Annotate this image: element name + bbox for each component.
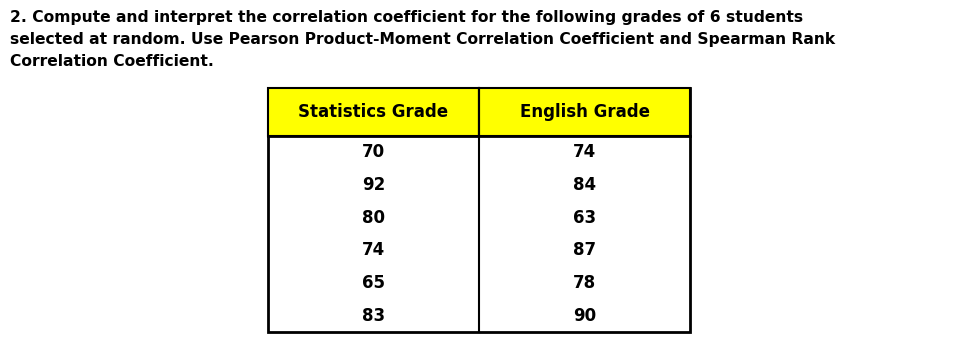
Bar — [268, 88, 690, 332]
Text: 74: 74 — [573, 143, 596, 161]
Text: 2. Compute and interpret the correlation coefficient for the following grades of: 2. Compute and interpret the correlation… — [10, 10, 804, 25]
Text: Statistics Grade: Statistics Grade — [299, 103, 448, 121]
Text: 63: 63 — [573, 209, 596, 227]
Text: selected at random. Use Pearson Product-Moment Correlation Coefficient and Spear: selected at random. Use Pearson Product-… — [10, 32, 835, 47]
Text: 90: 90 — [573, 307, 596, 325]
Text: 70: 70 — [362, 143, 385, 161]
Text: 74: 74 — [362, 241, 385, 259]
Text: 80: 80 — [362, 209, 385, 227]
Text: 87: 87 — [573, 241, 596, 259]
Text: Correlation Coefficient.: Correlation Coefficient. — [10, 54, 214, 69]
Text: 92: 92 — [362, 176, 385, 194]
Bar — [479, 88, 690, 136]
Bar — [268, 88, 479, 136]
Text: 83: 83 — [362, 307, 385, 325]
Text: 65: 65 — [362, 274, 385, 292]
Text: 78: 78 — [573, 274, 596, 292]
Text: 84: 84 — [573, 176, 596, 194]
Text: English Grade: English Grade — [519, 103, 650, 121]
